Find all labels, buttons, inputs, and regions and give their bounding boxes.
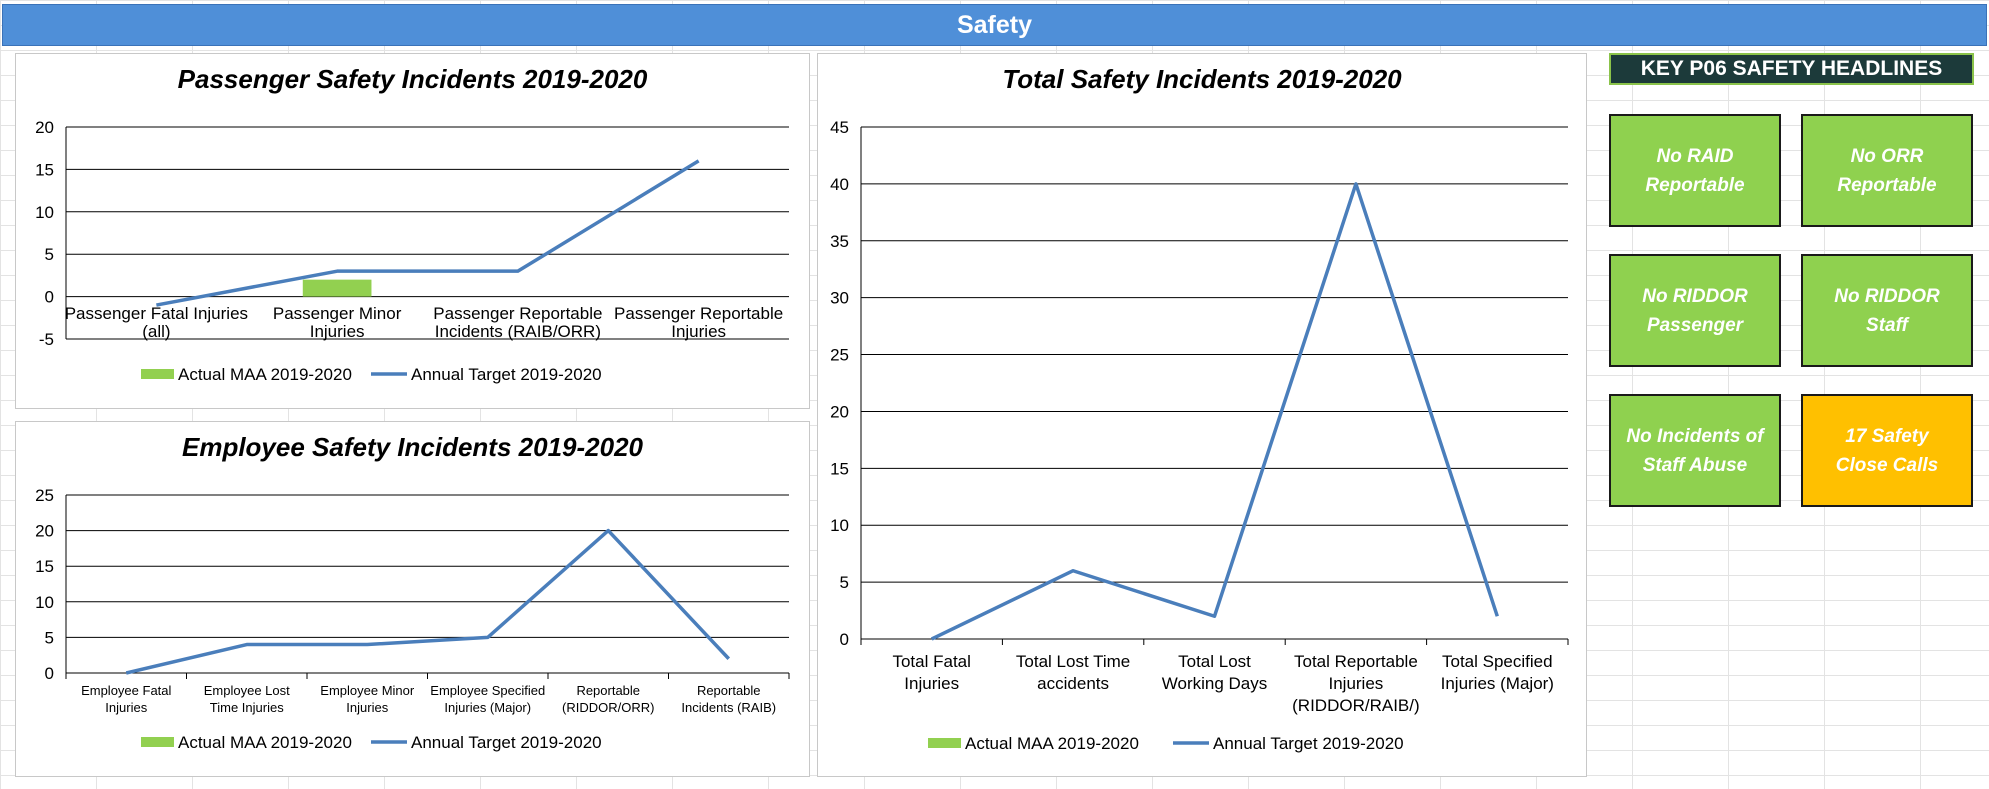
passenger-chart: Passenger Safety Incidents 2019-2020 -5 0 5… bbox=[15, 53, 810, 409]
y-tick-label: 35 bbox=[830, 232, 849, 251]
x-category-label: Passenger Fatal Injuries (all) bbox=[65, 304, 248, 341]
y-tick-label: 45 bbox=[830, 118, 849, 137]
x-category-label: Employee Fatal Injuries bbox=[81, 683, 171, 715]
target-line bbox=[156, 159, 700, 307]
headline-tile: No RIDDOR Staff bbox=[1801, 254, 1973, 367]
x-category-label: Reportable (RIDDOR/ORR) bbox=[562, 683, 654, 715]
headline-tile: 17 Safety Close Calls bbox=[1801, 394, 1973, 507]
total-chart: Total Safety Incidents 2019-2020 0 5 10 15 20… bbox=[817, 53, 1587, 777]
y-tick-label: 25 bbox=[35, 486, 54, 505]
legend-bar-swatch bbox=[141, 737, 174, 747]
x-category-label: Employee Lost Time Injuries bbox=[204, 683, 290, 715]
legend-label: Annual Target 2019-2020 bbox=[411, 733, 602, 752]
employee-chart: Employee Safety Incidents 2019-2020 0 5 10 1… bbox=[15, 421, 810, 777]
x-category-label: Total Specified Injuries (Major) bbox=[1441, 652, 1554, 693]
y-tick-label: 30 bbox=[830, 289, 849, 308]
x-category-label: Total Fatal Injuries bbox=[892, 652, 970, 693]
legend-label: Actual MAA 2019-2020 bbox=[178, 733, 352, 752]
target-line bbox=[125, 528, 731, 675]
y-tick-label: 0 bbox=[840, 630, 849, 649]
page-title: Safety bbox=[2, 4, 1987, 46]
headline-tile: No ORR Reportable bbox=[1801, 114, 1973, 227]
headline-tile: No RAID Reportable bbox=[1609, 114, 1781, 227]
chart-title: Employee Safety Incidents 2019-2020 bbox=[182, 432, 644, 462]
y-tick-label: 5 bbox=[45, 628, 54, 647]
x-category-label: Total Lost Time accidents bbox=[1016, 652, 1130, 693]
x-category-label: Reportable Incidents (RAIB) bbox=[681, 683, 776, 715]
headlines-title: KEY P06 SAFETY HEADLINES bbox=[1609, 53, 1974, 85]
headline-tile: No Incidents of Staff Abuse bbox=[1609, 394, 1781, 507]
x-category-label: Employee Specified Injuries (Major) bbox=[430, 683, 545, 715]
x-category-label: Total Reportable Injuries (RIDDOR/RAIB/) bbox=[1292, 652, 1420, 715]
y-tick-label: 0 bbox=[45, 288, 54, 307]
x-category-label: Passenger Reportable Injuries bbox=[614, 304, 783, 341]
y-tick-label: 20 bbox=[35, 118, 54, 137]
y-tick-label: 15 bbox=[35, 557, 54, 576]
y-tick-label: 20 bbox=[830, 402, 849, 421]
legend-label: Annual Target 2019-2020 bbox=[411, 365, 602, 384]
chart-title: Total Safety Incidents 2019-2020 bbox=[1002, 64, 1402, 94]
x-category-label: Total Lost Working Days bbox=[1162, 652, 1268, 693]
y-tick-label: -5 bbox=[39, 330, 54, 349]
x-category-label: Passenger Reportable Incidents (RAIB/ORR) bbox=[433, 304, 602, 341]
y-tick-label: 10 bbox=[35, 203, 54, 222]
y-tick-label: 5 bbox=[45, 245, 54, 264]
y-tick-label: 0 bbox=[45, 664, 54, 683]
legend-label: Actual MAA 2019-2020 bbox=[965, 734, 1139, 753]
x-category-label: Passenger Minor Injuries bbox=[273, 304, 402, 341]
legend-bar-swatch bbox=[928, 738, 961, 748]
y-tick-label: 15 bbox=[35, 160, 54, 179]
y-tick-label: 10 bbox=[35, 593, 54, 612]
legend-label: Actual MAA 2019-2020 bbox=[178, 365, 352, 384]
legend-bar-swatch bbox=[141, 369, 174, 379]
chart-title: Passenger Safety Incidents 2019-2020 bbox=[178, 64, 648, 94]
legend-label: Annual Target 2019-2020 bbox=[1213, 734, 1404, 753]
headline-tile: No RIDDOR Passenger bbox=[1609, 254, 1781, 367]
y-tick-label: 40 bbox=[830, 175, 849, 194]
y-tick-label: 10 bbox=[830, 516, 849, 535]
y-tick-label: 20 bbox=[35, 522, 54, 541]
x-category-label: Employee Minor Injuries bbox=[320, 683, 415, 715]
y-tick-label: 25 bbox=[830, 346, 849, 365]
y-tick-label: 5 bbox=[840, 573, 849, 592]
bar bbox=[302, 279, 372, 297]
y-tick-label: 15 bbox=[830, 459, 849, 478]
